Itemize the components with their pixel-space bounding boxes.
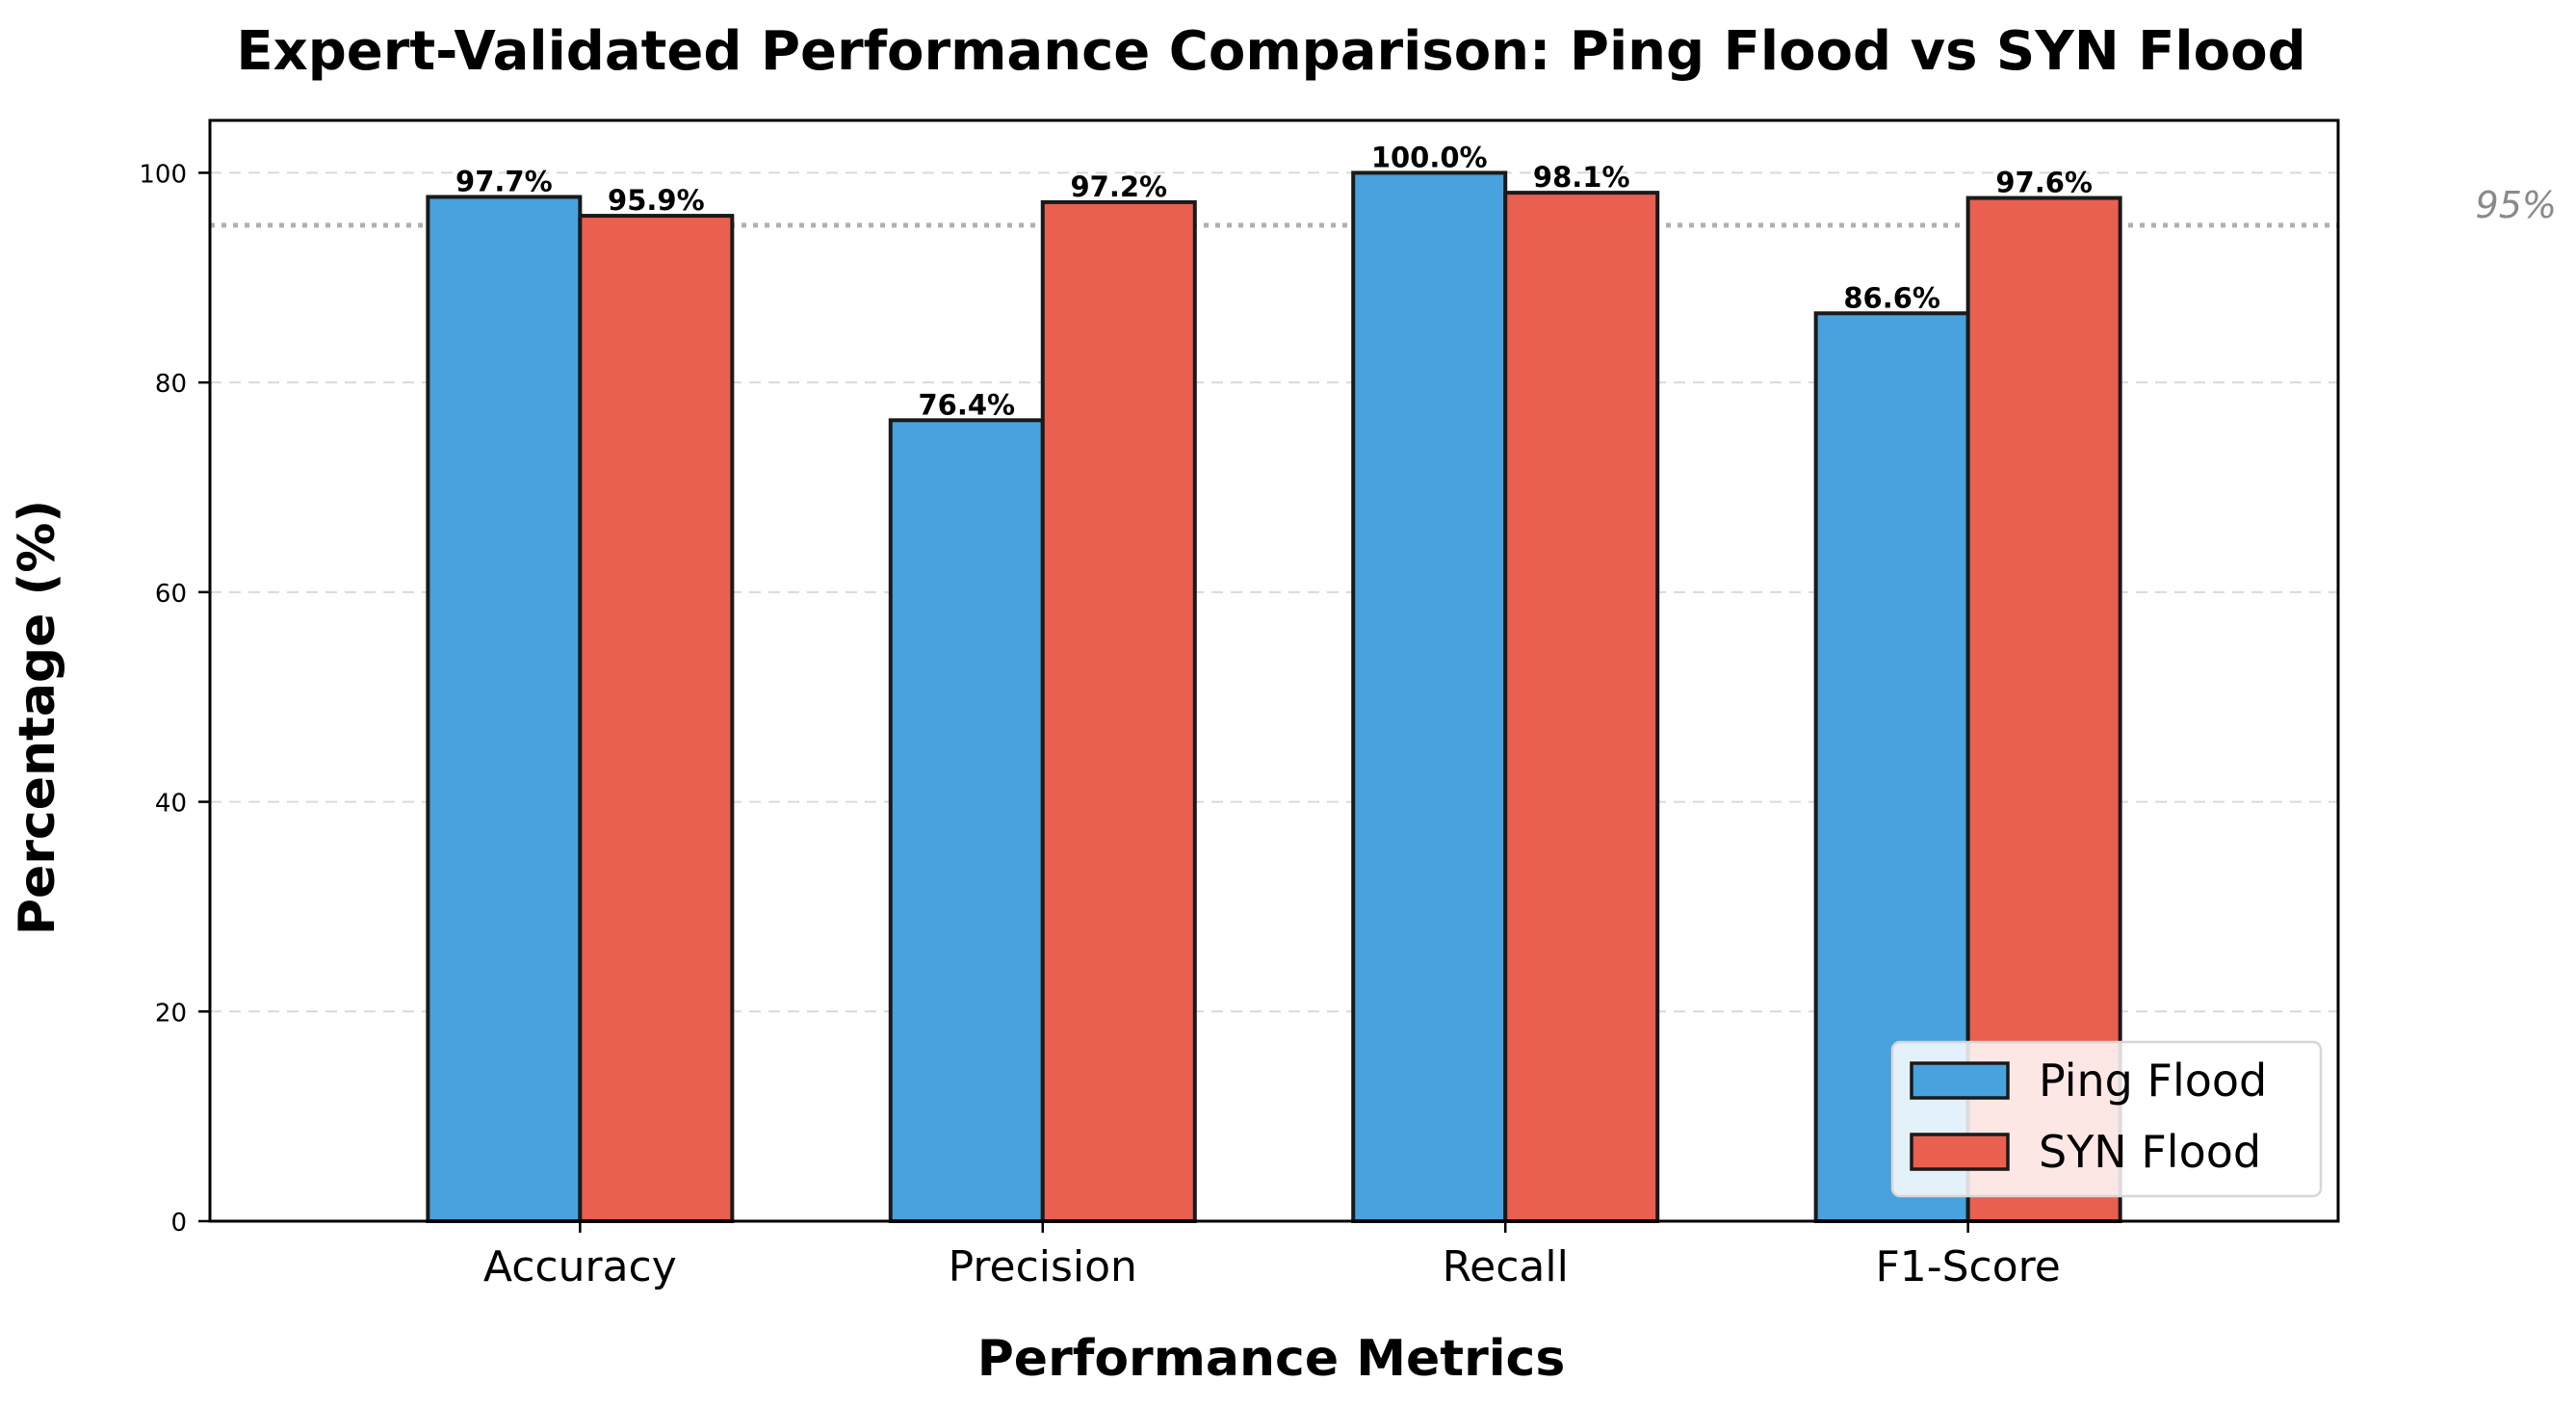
bar [1040,199,1197,1223]
y-tick-label: 80 [155,370,187,399]
chart-title: Expert-Validated Performance Comparison:… [236,20,2305,83]
bar-value-label: 98.1% [1533,161,1630,194]
y-tick-label: 100 [139,160,187,189]
bar-value-label: 97.2% [1070,170,1167,203]
legend-label: Ping Flood [2039,1055,2267,1107]
x-tick-label: F1-Score [1875,1242,2060,1291]
bar [1351,170,1508,1223]
legend-swatch [1910,1061,2010,1100]
y-tick-label: 60 [155,580,187,609]
plot-frame [208,118,2340,1223]
bar [426,195,583,1224]
bars-group [426,170,2122,1224]
y-axis-title: Percentage (%) [9,500,66,935]
x-axis-title: Performance Metrics [977,1330,1566,1388]
bar-labels-group: 97.7% 95.9% 76.4% 97.2% 100.0% 98.1% 86.6% 97.6… [455,141,2093,421]
x-tick-label: Precision [949,1242,1137,1291]
y-tick-label: 20 [155,999,187,1028]
legend-label: SYN Flood [2039,1126,2261,1178]
y-tick-label: 0 [170,1209,187,1238]
bar-value-label: 95.9% [608,184,705,217]
legend-swatch [1910,1133,2010,1171]
reference-line-group: 95% [210,184,2557,228]
bar [888,418,1045,1223]
bar-value-label: 97.6% [1995,167,2093,199]
x-tick-label: Recall [1443,1242,1569,1291]
bar-value-label: 86.6% [1843,281,1940,314]
bar [1503,191,1660,1223]
bar [578,214,735,1223]
y-tick-label: 40 [155,790,187,819]
axes-group: 0 20 40 60 80 100 Accuracy Precision Recall F1-Sc… [139,118,2340,1291]
bar-value-label: 76.4% [918,388,1015,421]
x-tick-label: Accuracy [483,1242,677,1291]
legend: Ping Flood SYN Flood [1890,1040,2323,1198]
bar-value-label: 100.0% [1371,141,1488,173]
bar-value-label: 97.7% [455,165,553,197]
reference-line-label: 95% [2476,184,2557,226]
